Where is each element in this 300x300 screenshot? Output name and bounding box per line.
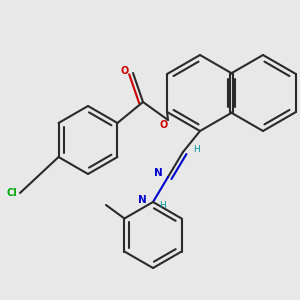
Text: N: N	[154, 168, 162, 178]
Text: H: H	[159, 200, 165, 209]
Text: O: O	[121, 66, 129, 76]
Text: N: N	[138, 195, 146, 205]
Text: O: O	[160, 120, 168, 130]
Text: Cl: Cl	[7, 188, 17, 198]
Text: H: H	[193, 146, 200, 154]
